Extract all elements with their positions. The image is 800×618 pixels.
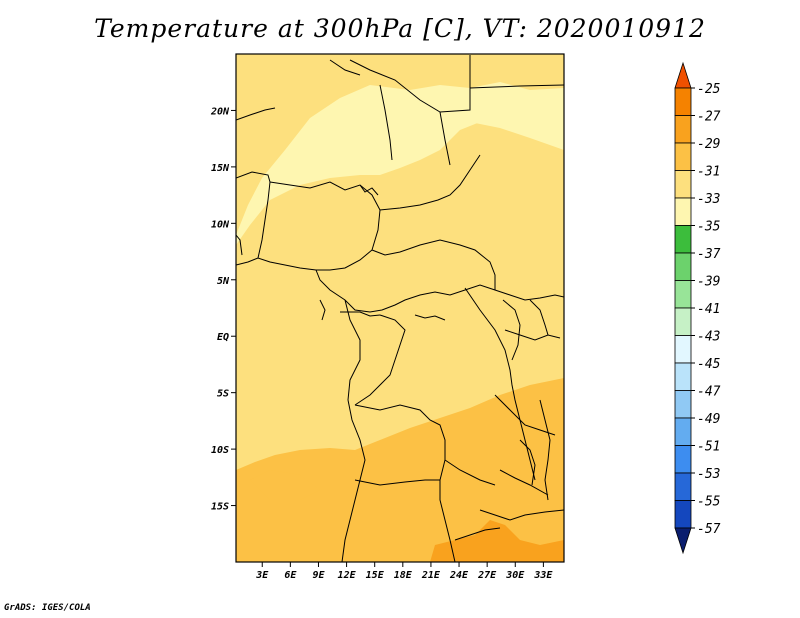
field-light-band [236, 82, 564, 245]
x-axis: 3E 6E 9E 12E 15E 18E 21E 24E 27E 30E 33E [255, 562, 553, 581]
colorbar-box [674, 500, 692, 529]
colorbar-box [674, 472, 692, 501]
field-hot-corner [430, 520, 564, 562]
grads-credit: GrADS: IGES/COLA [4, 603, 91, 613]
x-tick-label: 6E [284, 570, 297, 581]
x-tick-label: 24E [449, 570, 469, 581]
colorbar-label: -39 [697, 275, 720, 290]
colorbar-box [674, 142, 692, 171]
country-borders [236, 55, 564, 562]
x-tick-label: 30E [505, 570, 525, 581]
colorbar-box [674, 307, 692, 336]
colorbar-bottom-arrow [674, 527, 692, 555]
x-tick-label: 9E [312, 570, 325, 581]
x-tick-label: 27E [477, 570, 497, 581]
colorbar-label: -47 [697, 385, 721, 400]
x-tick-label: 12E [338, 570, 357, 581]
colorbar-box [674, 390, 692, 419]
map-frame [235, 53, 565, 563]
colorbar-box [674, 170, 692, 199]
y-tick-label: 15N [211, 163, 230, 174]
y-tick-label: 15S [211, 502, 229, 513]
colorbar-label: -43 [697, 330, 720, 345]
colorbar-label: -35 [697, 220, 721, 235]
colorbar-label: -25 [697, 82, 721, 97]
y-tick-label: 5S [217, 389, 229, 400]
colorbar-label: -53 [697, 467, 720, 482]
colorbar-label: -37 [697, 247, 721, 262]
colorbar-box [674, 197, 692, 226]
colorbar-box [674, 335, 692, 364]
colorbar: -25 -27 -29 -31 -33 -35 -37 -39 -41 -43 -45 -47 -49 -… [674, 61, 721, 555]
field-light-ne [460, 90, 564, 150]
colorbar-label: -45 [697, 357, 721, 372]
y-axis: 20N 15N 10N 5N EQ 5S 10S 15S [210, 106, 236, 513]
field-south [236, 378, 564, 562]
y-tick-label: 10S [211, 445, 229, 456]
colorbar-box [674, 225, 692, 254]
colorbar-label: -41 [697, 302, 720, 317]
colorbar-label: -27 [697, 110, 721, 125]
colorbar-box [674, 87, 692, 116]
colorbar-box [674, 252, 692, 281]
colorbar-box [674, 362, 692, 391]
colorbar-top-arrow [674, 61, 692, 89]
x-tick-label: 33E [533, 570, 553, 581]
colorbar-label: -31 [697, 165, 720, 180]
x-tick-label: 21E [421, 570, 441, 581]
colorbar-label: -55 [697, 495, 721, 510]
field-south-patch [250, 470, 320, 500]
x-tick-label: 18E [394, 570, 413, 581]
colorbar-label: -57 [697, 522, 721, 537]
colorbar-box [674, 280, 692, 309]
y-tick-label: 10N [211, 219, 230, 230]
colorbar-box [674, 417, 692, 446]
colorbar-box [674, 445, 692, 474]
y-tick-label: 20N [210, 106, 230, 117]
colorbar-label: -49 [697, 412, 720, 427]
colorbar-label: -29 [697, 137, 720, 152]
y-tick-label: 5N [217, 276, 230, 287]
colorbar-box [674, 115, 692, 144]
x-tick-label: 3E [255, 570, 269, 581]
colorbar-label: -33 [697, 192, 720, 207]
y-tick-label: EQ [217, 332, 229, 343]
x-tick-label: 15E [366, 570, 385, 581]
chart-title: Temperature at 300hPa [C], VT: 202001091… [94, 14, 706, 43]
map-fields [236, 54, 564, 562]
colorbar-label: -51 [697, 440, 720, 455]
